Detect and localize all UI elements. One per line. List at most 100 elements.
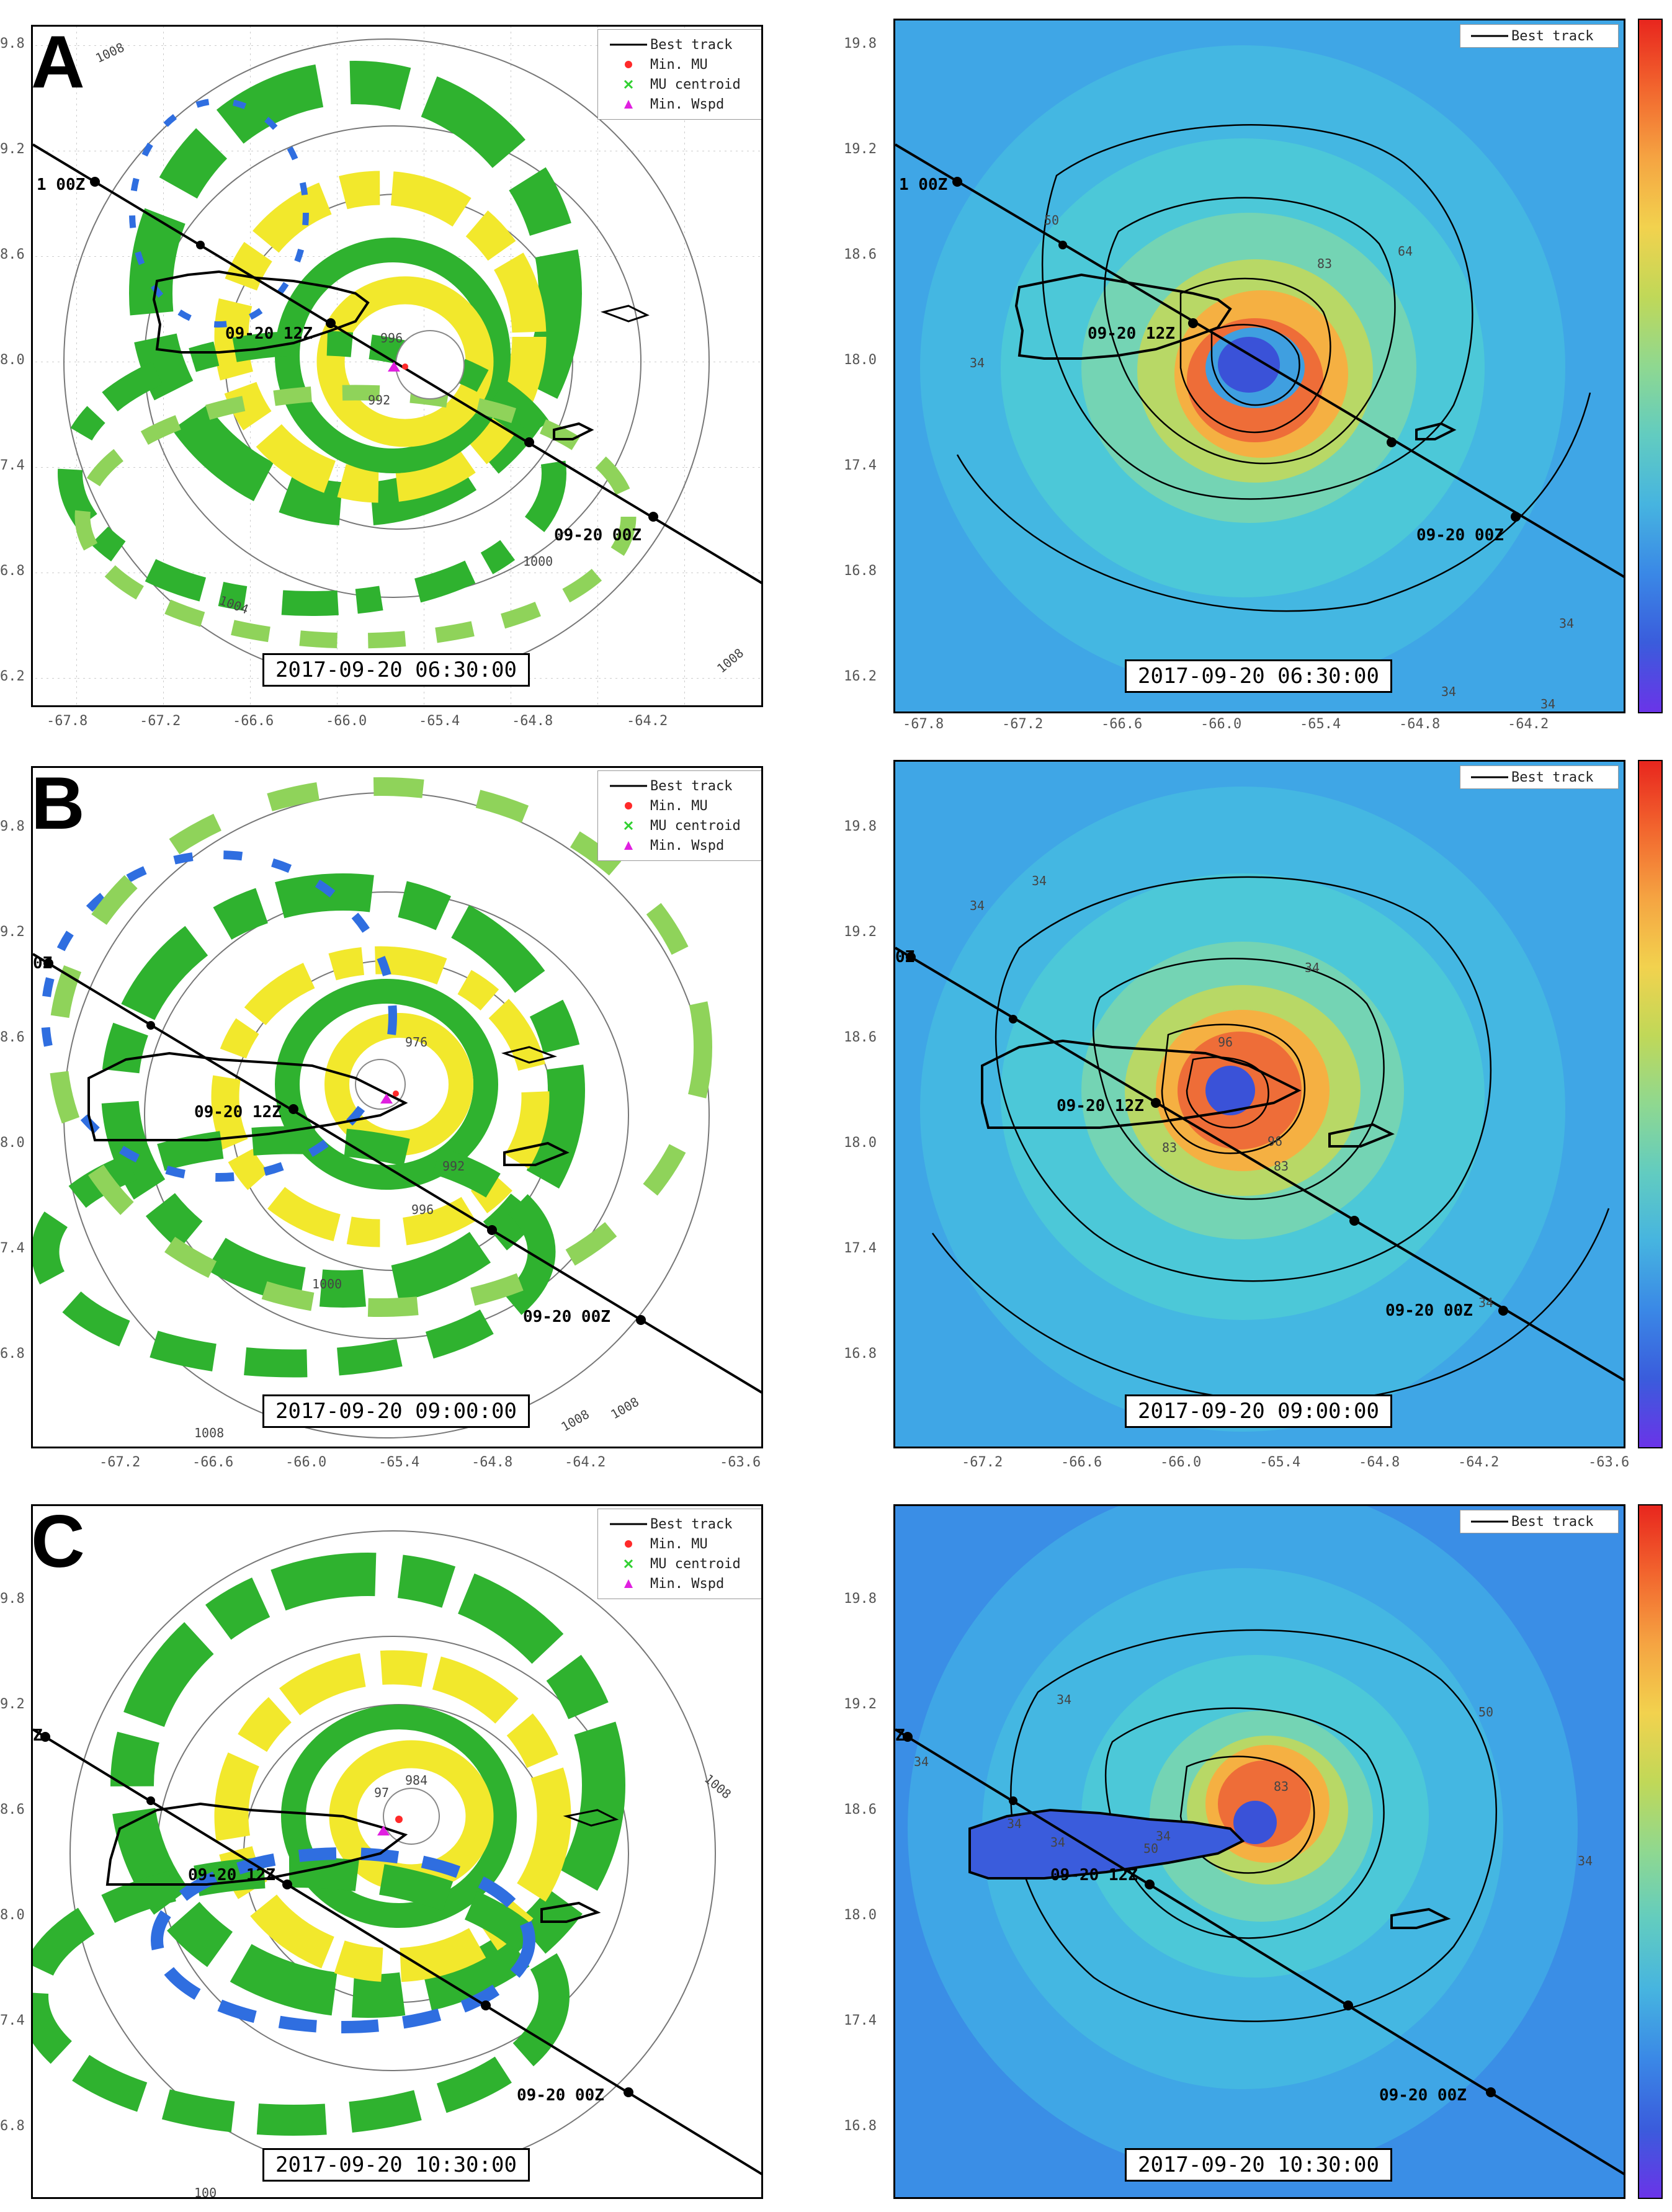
contour-label: 984 (405, 1773, 428, 1788)
y-tick: 7.4 (0, 458, 25, 473)
track-label: 09-20 00Z (517, 2086, 604, 2105)
contour-label: 50 (1044, 213, 1060, 228)
track-label: 0Z (33, 954, 53, 973)
track-label: 09-20 12Z (188, 1866, 275, 1884)
timestamp-box: 2017-09-20 10:30:00 (262, 2148, 530, 2182)
y-tick: 17.4 (844, 1241, 877, 1256)
best-track-line (895, 1728, 1624, 2175)
contour-label: 96 (1267, 1134, 1283, 1149)
contour-label: 976 (405, 1035, 428, 1050)
wind-speed-field (895, 20, 1624, 711)
min-wspd-marker (388, 362, 400, 372)
track-label: 09-20 12Z (194, 1103, 282, 1122)
x-tick: -66.6 (192, 1455, 234, 1470)
legend-label: MU centroid (650, 818, 741, 834)
legend-label: Best track (650, 778, 733, 794)
track-point (326, 318, 336, 328)
line-icon (607, 43, 650, 47)
cross-icon (607, 1559, 650, 1569)
x-tick: -64.8 (1399, 716, 1441, 732)
colorbar (1638, 760, 1663, 1448)
legend-label: Best track (650, 1516, 733, 1532)
triangle-icon (607, 99, 650, 109)
track-point (1387, 437, 1397, 447)
y-tick: 19.8 (844, 1591, 877, 1607)
track-point (952, 177, 962, 187)
contour-label: 50 (1143, 1841, 1159, 1856)
legend-label: Min. Wspd (650, 1576, 725, 1592)
y-tick: 19.2 (844, 924, 877, 940)
track-point (1511, 512, 1521, 522)
legend-label: MU centroid (650, 1556, 741, 1572)
y-tick: 9.2 (0, 924, 25, 940)
contour-label: 34 (1057, 1692, 1072, 1707)
legend-label: Min. MU (650, 56, 708, 73)
x-tick: -67.2 (1002, 716, 1044, 732)
y-tick: 7.4 (0, 2013, 25, 2028)
y-tick: 18.6 (844, 1030, 877, 1045)
panel-label-a: A (31, 20, 85, 104)
x-tick: -64.2 (565, 1455, 606, 1470)
y-tick: 17.4 (844, 2013, 877, 2028)
x-tick: -64.8 (1359, 1455, 1400, 1470)
radar-reflectivity-field (33, 27, 761, 705)
legend: Best track Min. MU MU centroid Min. Wspd (597, 1509, 761, 1599)
track-label: Z (895, 1726, 905, 1745)
contour-label: 83 (1274, 1779, 1289, 1794)
y-tick: 8.0 (0, 1907, 25, 1923)
y-tick: 19.8 (844, 819, 877, 834)
legend: Best track (1460, 24, 1619, 48)
y-tick: 19.2 (844, 141, 877, 157)
track-label: 1 00Z (37, 176, 86, 194)
contour-label: 83 (1274, 1159, 1289, 1174)
contour-label: 34 (1007, 1816, 1022, 1831)
x-tick: -63.6 (1588, 1455, 1630, 1470)
x-tick: -67.2 (99, 1455, 141, 1470)
timestamp-box: 2017-09-20 10:30:00 (1125, 2148, 1392, 2182)
contour-label: 34 (1032, 873, 1047, 888)
best-track-line (33, 1728, 761, 2175)
track-point (1498, 1306, 1508, 1316)
track-label: 1 00Z (899, 176, 948, 194)
circle-icon (607, 1539, 650, 1549)
contour-label: 34 (970, 898, 985, 913)
wind-speed-field (895, 1506, 1624, 2197)
legend: Best track (1460, 1510, 1619, 1533)
track-label: 09-20 00Z (1416, 526, 1504, 545)
min-wspd-marker (380, 1094, 393, 1104)
contour-label: 34 (970, 355, 985, 370)
track-point (481, 2000, 491, 2010)
y-tick: 17.4 (844, 458, 877, 473)
y-tick: 18.0 (844, 1907, 877, 1923)
y-tick: 9.8 (0, 36, 25, 51)
timestamp-box: 2017-09-20 09:00:00 (1125, 1394, 1392, 1428)
track-point (146, 1021, 155, 1030)
x-tick: -65.4 (419, 713, 460, 729)
contour-label: 34 (1441, 684, 1457, 699)
y-tick: 9.8 (0, 819, 25, 834)
cross-icon (607, 79, 650, 89)
best-track-line (895, 143, 1624, 578)
contour-label: 996 (380, 331, 403, 346)
colorbar (1638, 1504, 1663, 2199)
contour-label: 34 (1305, 960, 1320, 975)
y-tick: 6.2 (0, 669, 25, 684)
y-tick: 8.6 (0, 247, 25, 262)
contour-label: 1008 (194, 1425, 225, 1440)
y-tick: 9.2 (0, 1697, 25, 1712)
track-point (1188, 318, 1198, 328)
min-wspd-marker (377, 1826, 390, 1835)
contour-label: 96 (1218, 1035, 1233, 1050)
x-tick: -66.0 (285, 1455, 327, 1470)
x-tick: -67.8 (903, 716, 944, 732)
panel-label-b: B (31, 762, 85, 845)
track-point (90, 177, 100, 187)
contour-label: 97 (374, 1785, 390, 1800)
track-point (524, 437, 534, 447)
legend-label: Best track (1511, 1514, 1594, 1530)
y-tick: 9.8 (0, 1591, 25, 1607)
radar-map-b: 0Z 09-20 12Z 09-20 00Z 976 992 996 1000 … (31, 766, 763, 1448)
radar-reflectivity-field (33, 768, 761, 1447)
legend: Best track (1460, 765, 1619, 789)
y-tick: 8.0 (0, 1135, 25, 1151)
